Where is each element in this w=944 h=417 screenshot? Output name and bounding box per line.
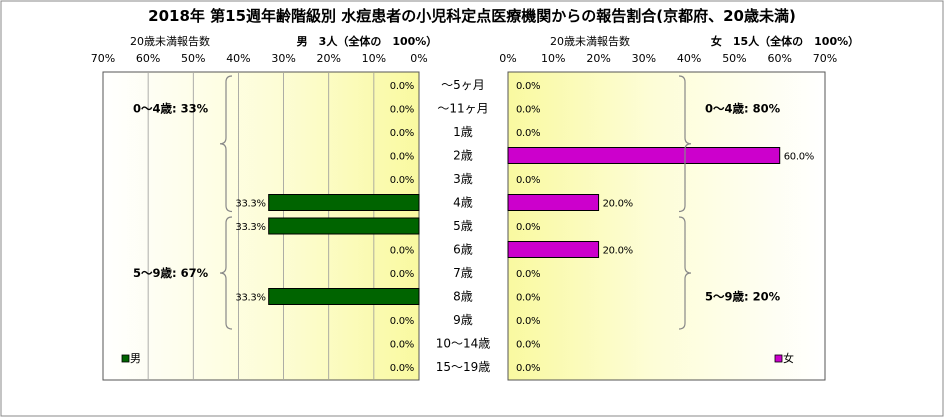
male-data-label: 0.0% [390, 128, 414, 139]
female-data-label: 60.0% [784, 152, 814, 163]
male-data-label: 0.0% [390, 175, 414, 186]
female-group-annotations: 0～4歳: 80% 5～9歳: 20% [678, 75, 781, 330]
category-label: 15～19歳 [436, 360, 491, 374]
female-data-label: 0.0% [516, 128, 540, 139]
male-tick-label: 50% [181, 52, 205, 65]
female-data-label: 0.0% [516, 105, 540, 116]
male-data-label: 0.0% [390, 363, 414, 374]
female-header-right: 女 15人（全体の 100%） [711, 34, 859, 48]
male-tick-label: 20% [316, 52, 340, 65]
male-bars [268, 194, 420, 305]
male-group-brace [219, 75, 233, 213]
female-data-label: 0.0% [516, 269, 540, 280]
female-data-label: 0.0% [516, 175, 540, 186]
male-data-label: 0.0% [390, 316, 414, 327]
male-bar [268, 217, 420, 235]
female-legend-swatch [774, 354, 783, 363]
female-tick-label: 70% [813, 52, 837, 65]
female-group-label: 0～4歳: 80% [705, 102, 781, 116]
chart-title: 2018年 第15週年齢階級別 水痘患者の小児科定点医療機関からの報告割合(京都… [148, 7, 796, 25]
male-data-labels: 0.0% 0.0% 0.0% 0.0% 0.0% 33.3% 33.3% 0.0% 0.0% 33… [235, 81, 414, 374]
female-data-labels: 0.0% 0.0% 0.0% 60.0% 0.0% 20.0% 0.0% 20.0% 0.0% 0… [516, 81, 814, 374]
female-data-label: 0.0% [516, 81, 540, 92]
female-data-label: 20.0% [603, 199, 633, 210]
female-plot-area [507, 71, 826, 381]
category-label: ～5ヶ月 [441, 78, 485, 92]
category-label: 4歳 [453, 196, 473, 210]
female-group-brace [678, 75, 692, 213]
female-tick-label: 20% [586, 52, 610, 65]
male-group-label: 0～4歳: 33% [133, 102, 209, 116]
female-tick-labels: 0% 10% 20% 30% 40% 50% 60% 70% [499, 52, 837, 65]
female-bar [507, 147, 781, 164]
male-data-label: 0.0% [390, 105, 414, 116]
female-data-label: 0.0% [516, 293, 540, 304]
male-data-label: 33.3% [235, 199, 265, 210]
male-group-brace [219, 216, 233, 330]
female-data-label: 0.0% [516, 340, 540, 351]
male-tick-label: 0% [410, 52, 427, 65]
male-tick-label: 30% [271, 52, 295, 65]
category-label: 10～14歳 [436, 337, 491, 351]
category-labels: ～5ヶ月 ～11ヶ月 1歳 2歳 3歳 4歳 5歳 6歳 7歳 8歳 9歳 10～14歳 15～19歳 [436, 78, 491, 374]
female-tick-label: 0% [499, 52, 516, 65]
male-data-label: 33.3% [235, 293, 265, 304]
female-legend: 女 [774, 351, 794, 365]
female-data-label: 0.0% [516, 363, 540, 374]
male-tick-label: 40% [226, 52, 250, 65]
female-group-brace [678, 216, 692, 330]
male-tick-label: 70% [91, 52, 115, 65]
female-tick-label: 10% [541, 52, 565, 65]
male-tick-label: 10% [362, 52, 386, 65]
male-group-label: 5～9歳: 67% [133, 266, 209, 280]
male-data-label: 0.0% [390, 81, 414, 92]
category-label: 1歳 [453, 125, 473, 139]
male-data-label: 0.0% [390, 269, 414, 280]
category-label: ～11ヶ月 [437, 102, 488, 116]
male-header-right: 男 3人（全体の 100%） [297, 34, 438, 48]
male-legend-label: 男 [130, 352, 141, 365]
category-label: 7歳 [453, 266, 473, 280]
female-tick-label: 40% [677, 52, 701, 65]
female-header-left: 20歳未満報告数 [550, 35, 630, 48]
category-label: 3歳 [453, 172, 473, 186]
male-legend-swatch [121, 354, 130, 363]
female-bar [507, 194, 600, 211]
female-panel: 0% 10% 20% 30% 40% 50% 60% 70% 20歳未満報告数 女 15人（全… [499, 34, 859, 381]
category-label: 2歳 [453, 149, 473, 163]
female-data-label: 20.0% [603, 246, 633, 257]
male-data-label: 0.0% [390, 152, 414, 163]
female-data-label: 0.0% [516, 316, 540, 327]
male-group-annotations: 0～4歳: 33% 5～9歳: 67% [133, 75, 233, 330]
category-label: 9歳 [453, 313, 473, 327]
female-data-label: 0.0% [516, 222, 540, 233]
male-data-label: 0.0% [390, 246, 414, 257]
male-panel: 70% 60% 50% 40% 30% 20% 10% 0% 20歳未満報告数 男 3人（全体… [91, 34, 438, 381]
category-label: 8歳 [453, 290, 473, 304]
female-group-label: 5～9歳: 20% [705, 290, 781, 304]
male-data-label: 0.0% [390, 340, 414, 351]
female-tick-label: 60% [767, 52, 791, 65]
category-label: 6歳 [453, 243, 473, 257]
male-tick-labels: 70% 60% 50% 40% 30% 20% 10% 0% [91, 52, 428, 65]
category-label: 5歳 [453, 219, 473, 233]
female-bars [507, 147, 781, 258]
female-tick-label: 30% [632, 52, 656, 65]
female-bar [507, 241, 600, 258]
male-bar [268, 194, 420, 211]
male-legend: 男 [121, 352, 141, 365]
female-tick-label: 50% [722, 52, 746, 65]
male-tick-label: 60% [136, 52, 160, 65]
male-bar [268, 288, 420, 305]
male-header-left: 20歳未満報告数 [130, 35, 210, 48]
male-data-label: 33.3% [235, 222, 265, 233]
female-legend-label: 女 [783, 351, 794, 365]
